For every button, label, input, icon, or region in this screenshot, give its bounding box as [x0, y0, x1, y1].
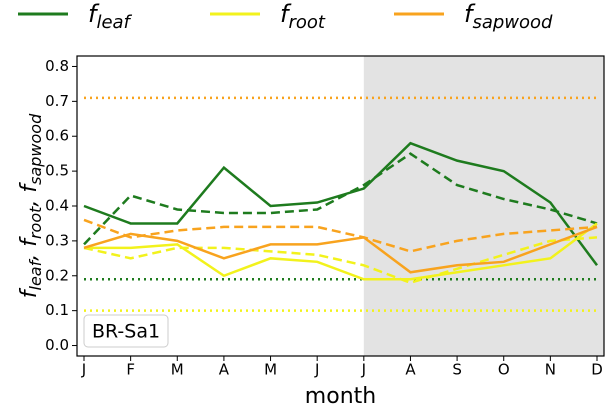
series-line — [83, 152, 598, 246]
x-tick-label: O — [498, 361, 510, 379]
x-tick-label: F — [126, 361, 135, 379]
x-tick-label: M — [264, 361, 277, 379]
y-tick-label: 0.3 — [45, 231, 69, 249]
y-tick-label: 0.5 — [45, 162, 69, 180]
y-label-text: , f — [17, 182, 42, 207]
x-axis-label: month — [305, 384, 376, 409]
y-tick-label: 0.2 — [45, 266, 69, 284]
series-line — [84, 222, 598, 281]
series-line — [83, 225, 598, 274]
x-tick-label: J — [361, 361, 366, 379]
y-label-sub: leaf — [26, 258, 45, 290]
y-tick-label: 0.8 — [45, 57, 69, 75]
legend-label: fleaf — [88, 0, 133, 33]
annotation-box — [83, 314, 169, 348]
y-tick-label: 0.0 — [45, 336, 69, 354]
y-label-sub: sapwood — [26, 113, 45, 185]
x-tick-label: A — [219, 361, 230, 379]
series-line — [83, 218, 598, 253]
series-line — [83, 236, 598, 285]
x-tick-label: J — [314, 361, 319, 379]
y-label-sub: root — [26, 206, 45, 239]
y-axis-label: fleaf, froot, fsapwood — [17, 113, 45, 298]
x-tick-label: S — [452, 361, 462, 379]
y-label-text: f — [17, 287, 42, 298]
x-tick-label: J — [81, 361, 86, 379]
legend-sub: leaf — [96, 12, 132, 33]
legend-label: froot — [280, 0, 326, 33]
x-tick-label: A — [405, 361, 416, 379]
y-label-text: , f — [17, 236, 42, 261]
legend-sub: sapwood — [472, 12, 553, 33]
x-tick-label: D — [591, 361, 603, 379]
y-tick-label: 0.4 — [45, 197, 69, 215]
y-tick-label: 0.7 — [45, 92, 69, 110]
highlight-region — [363, 56, 604, 356]
legend-label: fsapwood — [464, 0, 553, 33]
y-tick-label: 0.6 — [45, 127, 69, 145]
y-tick-label: 0.1 — [45, 301, 69, 319]
legend-sub: root — [288, 12, 325, 33]
series-line — [83, 141, 599, 267]
x-tick-label: N — [545, 361, 556, 379]
annotation: BR-Sa1 — [92, 321, 160, 343]
plot-frame — [76, 55, 605, 357]
x-tick-label: M — [171, 361, 184, 379]
